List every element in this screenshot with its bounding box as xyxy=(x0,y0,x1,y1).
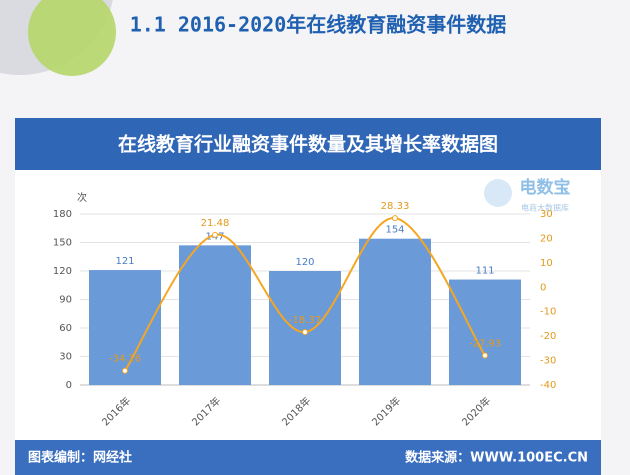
line-value-label: -27.93 xyxy=(469,339,501,350)
card-header xyxy=(15,118,601,170)
line-value-label: 21.48 xyxy=(201,218,230,229)
footer-left: 图表编制：网经社 xyxy=(28,450,132,466)
y-tick-label: 150 xyxy=(53,238,72,249)
line-point xyxy=(302,329,308,336)
y-tick-label: 90 xyxy=(59,295,72,306)
y2-tick-label: 30 xyxy=(540,209,553,220)
bar xyxy=(269,271,341,385)
y2-tick-label: 10 xyxy=(540,258,553,269)
bar xyxy=(449,279,521,385)
y2-tick-label: 0 xyxy=(540,282,546,293)
y-tick-label: 60 xyxy=(59,323,72,334)
bar-value-label: 154 xyxy=(385,225,404,236)
line-point xyxy=(122,367,128,374)
footer-bar xyxy=(15,440,601,475)
line-point xyxy=(212,231,218,238)
y2-tick-label: -20 xyxy=(540,331,556,342)
y-axis-label: 次 xyxy=(77,191,87,204)
bar xyxy=(179,245,251,385)
decor-circle xyxy=(28,0,116,76)
bar-value-label: 120 xyxy=(295,257,314,268)
line-value-label: -34.16 xyxy=(109,354,141,365)
line-point xyxy=(392,215,398,222)
bar-value-label: 111 xyxy=(475,266,494,277)
line-value-label: 28.33 xyxy=(381,201,410,212)
y-tick-label: 30 xyxy=(59,352,72,363)
watermark-subtitle: 电商大数据库 xyxy=(521,203,569,213)
bar xyxy=(359,238,431,385)
logo-icon xyxy=(484,179,512,207)
line-point xyxy=(482,352,488,359)
y2-tick-label: 20 xyxy=(540,233,553,244)
y-tick-label: 180 xyxy=(53,209,72,220)
chart-title: 在线教育行业融资事件数量及其增长率数据图 xyxy=(118,133,498,156)
y2-tick-label: -30 xyxy=(540,356,556,367)
watermark: 电数宝 xyxy=(520,177,571,198)
line-value-label: -18.37 xyxy=(289,315,321,326)
y2-tick-label: -40 xyxy=(540,380,556,391)
bar-value-label: 121 xyxy=(115,256,134,267)
y-tick-label: 120 xyxy=(53,266,72,277)
footer-right: 数据来源：WWW.100EC.CN xyxy=(405,450,588,466)
page-title: 1.1 2016-2020年在线教育融资事件数据 xyxy=(130,13,507,37)
y-tick-label: 0 xyxy=(66,380,72,391)
y2-tick-label: -10 xyxy=(540,307,556,318)
